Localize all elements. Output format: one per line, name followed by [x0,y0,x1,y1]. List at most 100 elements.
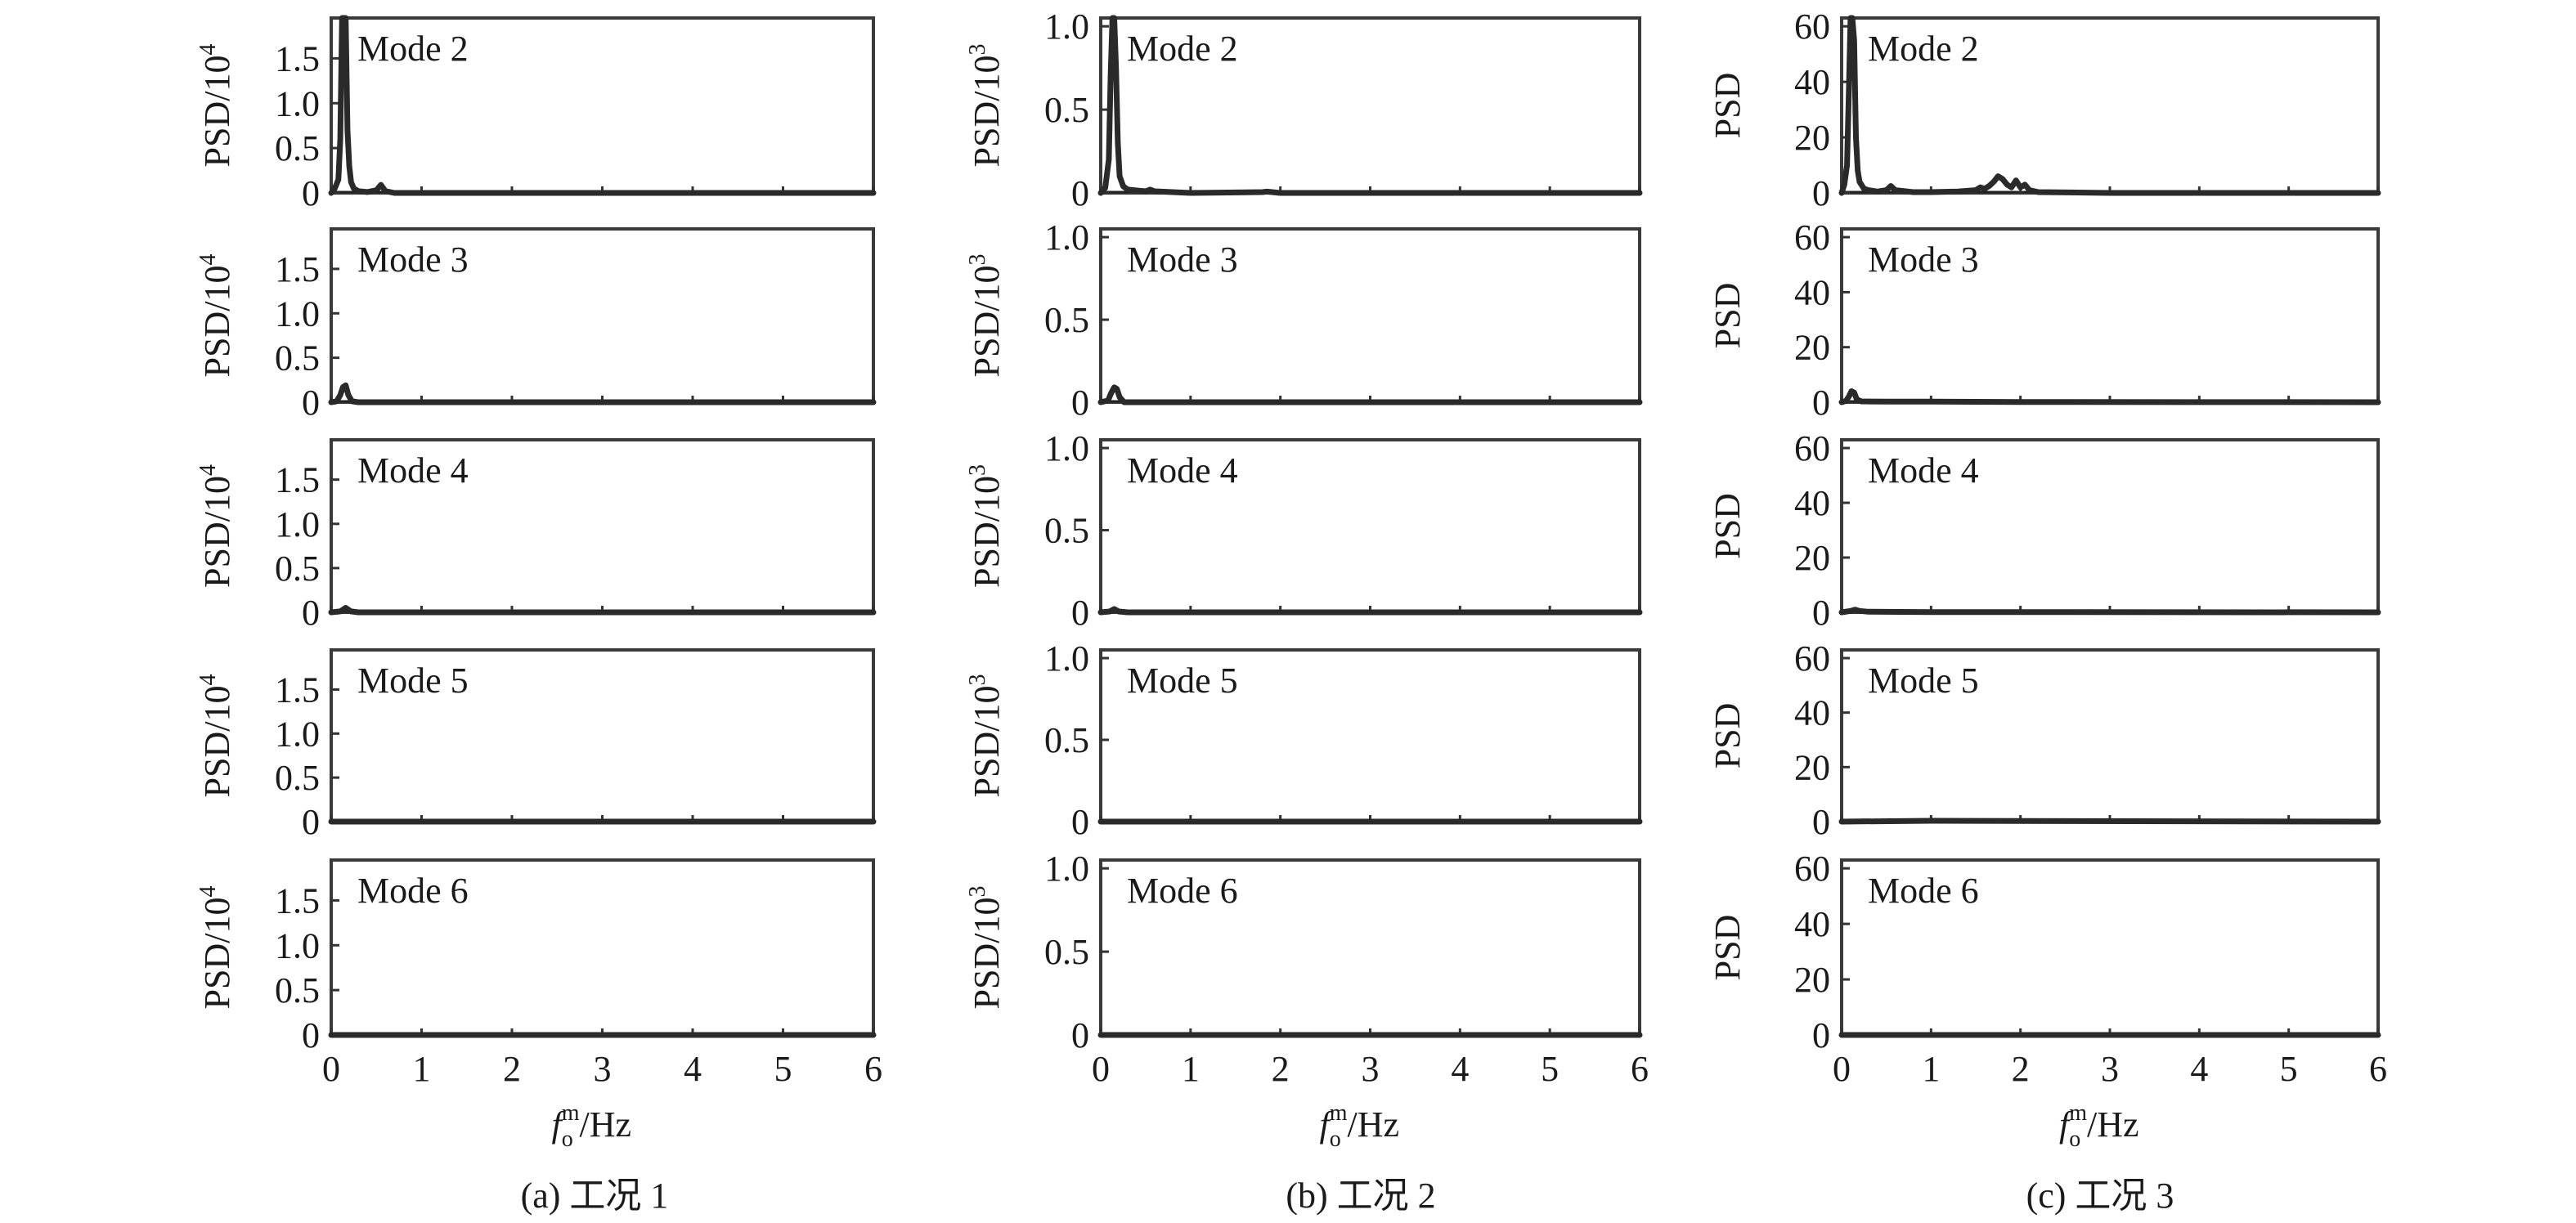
x-tick-label: 6 [864,1049,882,1089]
y-tick-label: 20 [1794,118,1830,158]
x-tick-label: 6 [1631,1049,1649,1089]
y-tick-label: 1.5 [275,460,320,500]
y-tick-label: 40 [1794,693,1830,733]
y-tick-label: 1.0 [275,714,320,754]
y-axis-title: PSD [1708,915,1748,981]
y-tick-label: 60 [1794,638,1830,679]
subplot-2-1: 0 20 40 60 Mode 3 PSD [1708,217,2381,423]
y-tick-label: 1.5 [275,38,320,78]
series-line [1838,818,2381,825]
y-tick-label: 20 [1794,960,1830,1000]
y-axis-title: PSD/104 [195,254,237,378]
y-axis-title: PSD [1708,493,1748,559]
series-line [1097,606,1643,616]
subplot-0-0: 0 0.5 1.0 1.5 Mode 2 PSD/104 [195,15,877,213]
y-tick-label: 20 [1794,538,1830,578]
x-tick-label: 2 [1272,1049,1290,1089]
y-tick-label: 60 [1794,7,1830,47]
y-tick-label: 1.0 [275,293,320,334]
panel-column-1: 0 0.5 1.0 Mode 2 PSD/103 0 0.5 1.0 Mode 3 PSD/103… [965,7,1649,1152]
subplot-0-1: 00.51.01.5 Mode 3 PSD/104 [195,227,877,423]
x-axis-title: fom/Hz [552,1100,632,1152]
mode-label: Mode 4 [1127,450,1238,491]
y-axis-title: PSD/103 [965,254,1007,378]
y-axis-title: PSD/103 [965,886,1007,1010]
subplot-1-1: 0 0.5 1.0 Mode 3 PSD/103 [965,217,1643,423]
subplot-0-2: 00.5 1.01.5 Mode 4 PSD/104 [195,438,877,633]
y-tick-label: 0 [302,1015,320,1055]
mode-label: Mode 5 [1868,661,1979,701]
y-tick-label: 60 [1794,428,1830,468]
series-line [1838,607,2381,616]
mode-label: Mode 3 [357,240,469,280]
y-tick-label: 1.5 [275,880,320,921]
subplot-2-3: 0 20 40 60 Mode 5 PSD [1708,638,2381,842]
y-axis-title: PSD/103 [965,44,1007,168]
caption-b: (b) 工况 2 [1286,1176,1436,1216]
y-tick-label: 60 [1794,849,1830,889]
y-tick-label: 40 [1794,483,1830,523]
y-tick-label: 0.5 [1044,300,1089,340]
y-tick-label: 0 [1812,173,1830,213]
y-tick-label: 20 [1794,328,1830,368]
mode-label: Mode 4 [1868,450,1979,491]
y-tick-label: 40 [1794,62,1830,102]
y-tick-label: 40 [1794,904,1830,944]
mode-label: Mode 3 [1868,240,1979,280]
mode-label: Mode 2 [357,29,469,69]
y-tick-label: 0.5 [275,970,320,1010]
x-tick-label: 6 [2369,1049,2387,1089]
subplot-2-2: 0 20 40 60 Mode 4 PSD [1708,428,2381,633]
x-tick-label: 1 [413,1049,431,1089]
y-tick-label: 0.5 [1044,511,1089,551]
y-tick-label: 60 [1794,217,1830,258]
y-tick-label: 0 [1071,802,1089,842]
x-tick-label: 3 [594,1049,612,1089]
x-tick-label: 2 [2012,1049,2030,1089]
series-line [1838,15,2381,196]
y-tick-label: 0.5 [275,758,320,798]
y-tick-label: 0 [302,383,320,423]
y-tick-label: 1.0 [275,83,320,123]
mode-label: Mode 5 [357,661,469,701]
y-tick-label: 0 [1071,173,1089,213]
y-axis-title: PSD/103 [965,674,1007,798]
y-axis-title: PSD/103 [965,464,1007,588]
y-tick-label: 1.0 [1044,428,1089,468]
mode-label: Mode 6 [1868,871,1979,911]
x-tick-label: 4 [1451,1049,1469,1089]
x-tick-label: 1 [1922,1049,1940,1089]
series-line [328,382,877,405]
y-tick-label: 0.5 [275,338,320,379]
y-tick-label: 0 [1071,383,1089,423]
y-tick-label: 0 [1812,383,1830,423]
mode-label: Mode 3 [1127,240,1238,280]
y-tick-label: 1.0 [1044,849,1089,889]
mode-label: Mode 2 [1868,29,1979,69]
x-tick-label: 2 [503,1049,521,1089]
subplot-2-4: 0 20 40 60 Mode 6 PSD 0 1 2 3 4 5 6 fom/Hz [1708,849,2387,1152]
x-tick-label: 5 [1541,1049,1559,1089]
series-line [1097,384,1643,405]
y-tick-label: 0 [302,173,320,213]
y-tick-label: 0 [302,593,320,633]
y-axis-title: PSD/104 [195,886,237,1010]
y-tick-label: 1.0 [1044,217,1089,258]
caption-c: (c) 工况 3 [2026,1176,2174,1216]
y-tick-label: 0 [1812,593,1830,633]
x-tick-label: 3 [1362,1049,1380,1089]
x-tick-label: 4 [2190,1049,2208,1089]
y-axis-title: PSD/104 [195,464,237,588]
y-axis-title: PSD [1708,73,1748,139]
y-tick-label: 0.5 [1044,720,1089,760]
subplot-1-2: 0 0.5 1.0 Mode 4 PSD/103 [965,428,1643,633]
x-axis-title: fom/Hz [2059,1100,2139,1152]
subplot-0-3: 00.51.01.5 Mode 5 PSD/104 [195,648,877,842]
y-tick-label: 0.5 [1044,932,1089,972]
y-tick-label: 1.5 [275,249,320,289]
subplot-1-3: 0 0.5 1.0 Mode 5 PSD/103 [965,638,1643,842]
x-tick-label: 0 [1833,1049,1851,1089]
y-tick-label: 0.5 [1044,90,1089,130]
